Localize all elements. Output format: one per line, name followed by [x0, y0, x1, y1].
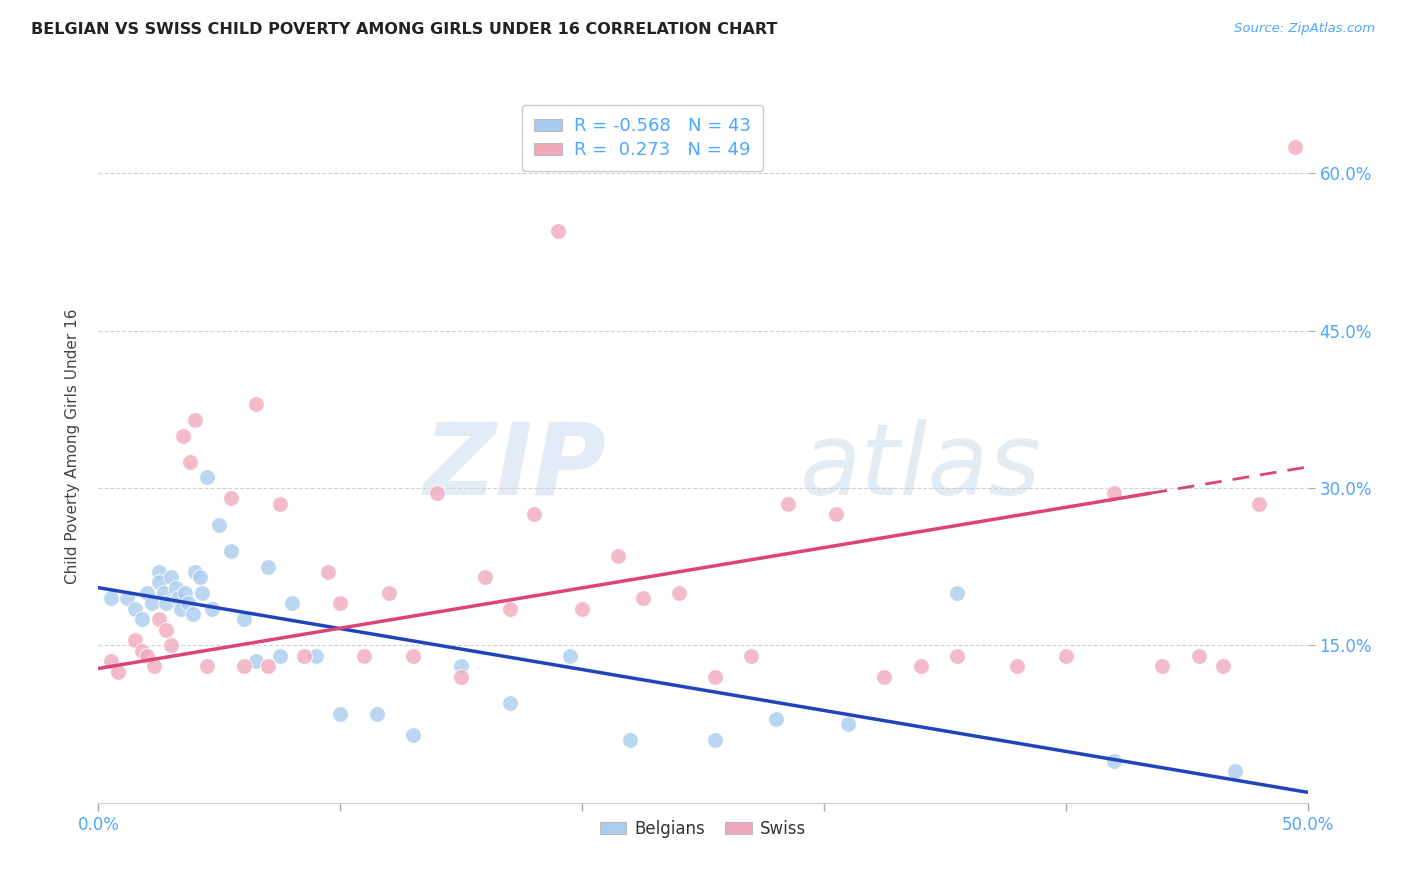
Point — [426, 486, 449, 500]
Point — [181, 607, 204, 621]
Point — [155, 596, 177, 610]
Point — [148, 575, 170, 590]
Point — [135, 586, 157, 600]
Point — [232, 612, 254, 626]
Point — [668, 586, 690, 600]
Point — [201, 601, 224, 615]
Point — [402, 648, 425, 663]
Point — [245, 397, 267, 411]
Point — [100, 654, 122, 668]
Point — [1249, 497, 1271, 511]
Point — [269, 648, 291, 663]
Point — [776, 497, 799, 511]
Point — [1152, 659, 1174, 673]
Text: ZIP: ZIP — [423, 419, 606, 516]
Point — [160, 639, 183, 653]
Point — [329, 706, 352, 721]
Point — [353, 648, 375, 663]
Point — [498, 696, 520, 710]
Point — [704, 732, 727, 747]
Point — [558, 648, 581, 663]
Point — [1102, 754, 1125, 768]
Point — [256, 559, 278, 574]
Point — [131, 643, 153, 657]
Point — [498, 601, 520, 615]
Point — [155, 623, 177, 637]
Point — [619, 732, 641, 747]
Text: atlas: atlas — [800, 419, 1042, 516]
Point — [148, 565, 170, 579]
Point — [1284, 140, 1306, 154]
Point — [191, 586, 214, 600]
Point — [269, 497, 291, 511]
Point — [837, 717, 859, 731]
Point — [1223, 764, 1246, 779]
Point — [188, 570, 211, 584]
Point — [292, 648, 315, 663]
Point — [135, 648, 157, 663]
Point — [571, 601, 593, 615]
Point — [547, 224, 569, 238]
Point — [256, 659, 278, 673]
Point — [450, 670, 472, 684]
Point — [148, 612, 170, 626]
Point — [607, 549, 630, 564]
Point — [141, 596, 163, 610]
Point — [221, 491, 243, 506]
Point — [474, 570, 496, 584]
Y-axis label: Child Poverty Among Girls Under 16: Child Poverty Among Girls Under 16 — [65, 309, 80, 583]
Point — [366, 706, 388, 721]
Point — [179, 455, 201, 469]
Point — [208, 517, 231, 532]
Point — [1188, 648, 1211, 663]
Point — [281, 596, 304, 610]
Point — [160, 570, 183, 584]
Point — [232, 659, 254, 673]
Point — [174, 586, 197, 600]
Point — [825, 507, 848, 521]
Point — [450, 659, 472, 673]
Point — [169, 601, 191, 615]
Point — [1212, 659, 1234, 673]
Point — [305, 648, 328, 663]
Point — [124, 633, 146, 648]
Point — [946, 648, 969, 663]
Legend: Belgians, Swiss: Belgians, Swiss — [593, 814, 813, 845]
Point — [631, 591, 654, 606]
Point — [184, 565, 207, 579]
Point — [402, 728, 425, 742]
Point — [1054, 648, 1077, 663]
Point — [184, 413, 207, 427]
Point — [131, 612, 153, 626]
Point — [704, 670, 727, 684]
Point — [124, 601, 146, 615]
Point — [221, 544, 243, 558]
Text: Source: ZipAtlas.com: Source: ZipAtlas.com — [1234, 22, 1375, 36]
Point — [1102, 486, 1125, 500]
Point — [167, 591, 190, 606]
Point — [946, 586, 969, 600]
Point — [316, 565, 339, 579]
Point — [329, 596, 352, 610]
Point — [107, 665, 129, 679]
Point — [523, 507, 546, 521]
Point — [177, 596, 200, 610]
Point — [873, 670, 896, 684]
Point — [1007, 659, 1029, 673]
Point — [195, 659, 218, 673]
Point — [117, 591, 139, 606]
Point — [740, 648, 762, 663]
Point — [152, 586, 174, 600]
Point — [195, 470, 218, 484]
Point — [377, 586, 399, 600]
Text: BELGIAN VS SWISS CHILD POVERTY AMONG GIRLS UNDER 16 CORRELATION CHART: BELGIAN VS SWISS CHILD POVERTY AMONG GIR… — [31, 22, 778, 37]
Point — [143, 659, 166, 673]
Point — [245, 654, 267, 668]
Point — [910, 659, 932, 673]
Point — [172, 428, 194, 442]
Point — [765, 712, 787, 726]
Point — [100, 591, 122, 606]
Point — [165, 581, 187, 595]
